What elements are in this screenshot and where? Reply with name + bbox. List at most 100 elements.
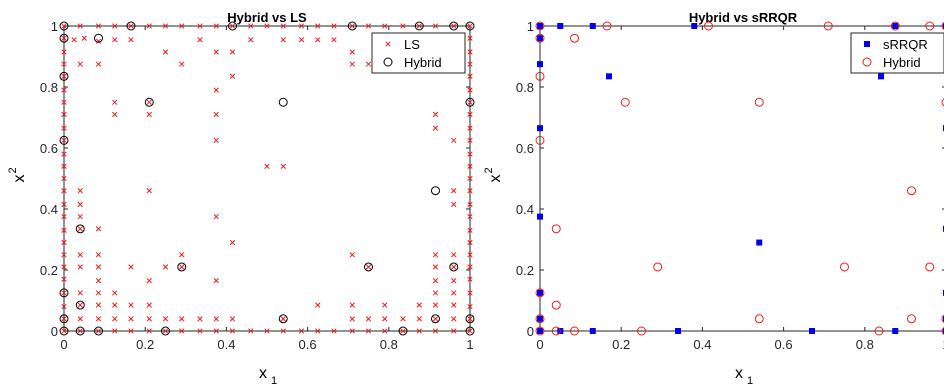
data-point (754, 97, 764, 107)
data-point (432, 111, 439, 118)
data-point (890, 21, 900, 31)
data-point (112, 99, 118, 105)
data-point (620, 97, 630, 107)
data-point (602, 21, 612, 31)
data-point (467, 73, 473, 79)
x-axis-label-subscript: 1 (747, 375, 753, 387)
data-point (756, 239, 763, 246)
y-tick-label: 0.4 (40, 202, 58, 217)
y-tick-label: 0.6 (40, 141, 58, 156)
data-point (451, 328, 457, 334)
data-point (146, 278, 152, 284)
y-tick-label: 0.8 (40, 80, 58, 95)
data-point (467, 252, 473, 258)
data-point (432, 278, 439, 284)
data-point (451, 290, 457, 296)
data-point (467, 303, 473, 310)
data-point (331, 23, 337, 29)
data-point (467, 316, 473, 322)
data-point (941, 314, 944, 323)
y-tick-label: 0.2 (516, 263, 534, 278)
data-point (449, 262, 459, 272)
data-point (906, 314, 916, 324)
data-point (81, 35, 87, 41)
data-point (146, 23, 152, 29)
data-point (61, 163, 67, 169)
data-point (400, 328, 406, 334)
data-point (535, 135, 545, 145)
data-point (61, 23, 67, 29)
data-point (349, 252, 355, 258)
x-tick-label: 0.4 (693, 337, 711, 352)
legend-box (371, 32, 466, 74)
data-point (451, 252, 457, 258)
y-tick-label: 0.4 (516, 202, 534, 217)
data-point (589, 23, 596, 29)
data-point (467, 175, 473, 182)
data-point (892, 23, 899, 29)
data-point (229, 239, 236, 246)
data-point (892, 328, 899, 334)
legend-label: sRRQR (883, 37, 928, 52)
x-tick-label: 0.8 (380, 337, 398, 352)
data-point (61, 303, 67, 310)
x-tick-label: 0 (536, 337, 543, 352)
data-point (809, 328, 816, 334)
data-point (61, 290, 67, 296)
data-point (77, 226, 83, 232)
data-point (382, 302, 388, 308)
data-point (95, 61, 102, 67)
data-point (467, 290, 473, 296)
data-point (414, 21, 424, 31)
data-point (589, 328, 596, 334)
data-point (278, 97, 288, 107)
x-axis-label: x (735, 365, 743, 382)
data-point (941, 98, 944, 107)
data-point (61, 201, 67, 208)
data-point (229, 316, 236, 322)
data-point (61, 175, 67, 182)
data-point (315, 302, 321, 308)
data-point (112, 111, 118, 118)
data-point (298, 23, 305, 29)
data-point (365, 264, 372, 270)
data-point (61, 328, 67, 334)
data-point (213, 87, 219, 93)
data-point (537, 315, 543, 322)
data-point (432, 23, 439, 29)
data-point (280, 316, 286, 322)
data-point (382, 23, 388, 29)
data-point (382, 316, 388, 322)
data-point (95, 252, 102, 258)
data-point (606, 73, 613, 80)
y-tick-label: 1 (51, 19, 58, 34)
plot-title: Hybrid vs LS (227, 10, 307, 25)
data-point (177, 262, 187, 272)
data-point (213, 213, 219, 220)
data-point (128, 328, 134, 334)
data-point (59, 71, 69, 81)
data-point (365, 316, 372, 322)
series-ls (61, 23, 473, 334)
data-point (229, 73, 236, 79)
data-point (840, 262, 849, 272)
data-point (59, 314, 69, 324)
data-point (430, 314, 440, 324)
legend-marker (864, 41, 870, 47)
data-point (467, 35, 473, 41)
data-point (77, 264, 83, 270)
data-point (365, 23, 372, 29)
data-point (61, 188, 67, 194)
data-point (61, 252, 67, 258)
legend-marker (385, 41, 391, 47)
data-point (365, 328, 372, 334)
data-point (432, 316, 439, 322)
data-point (213, 49, 219, 55)
data-point (280, 328, 286, 334)
data-point (432, 302, 439, 308)
data-point (146, 328, 152, 334)
data-point (264, 23, 270, 29)
data-point (451, 278, 457, 284)
data-point (349, 328, 355, 334)
